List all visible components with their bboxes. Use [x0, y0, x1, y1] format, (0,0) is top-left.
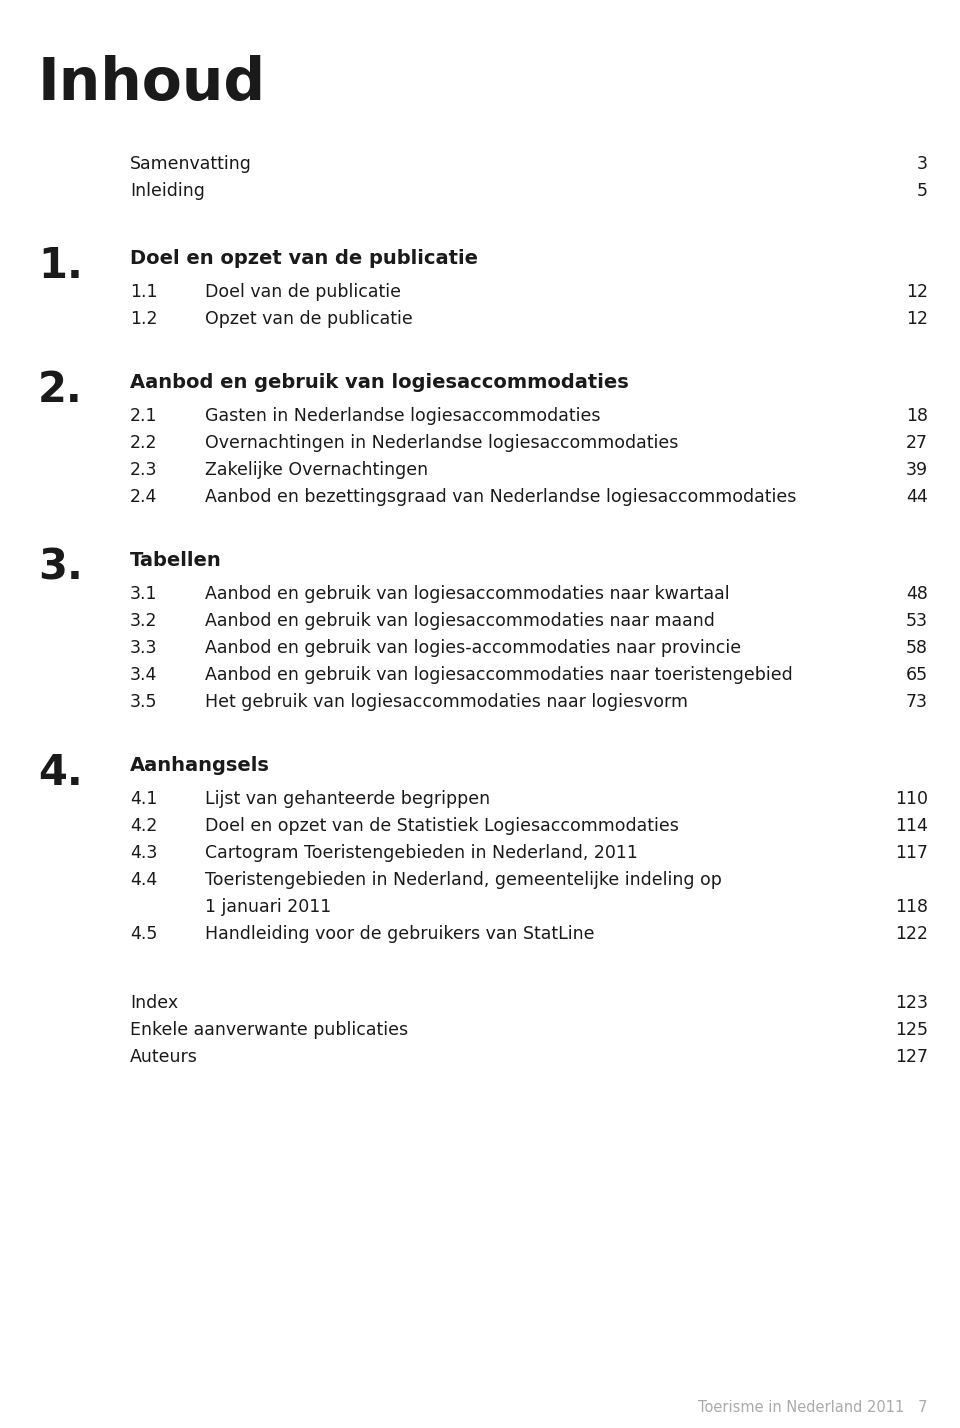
- Text: Tabellen: Tabellen: [130, 551, 222, 570]
- Text: Aanbod en gebruik van logiesaccommodaties naar toeristengebied: Aanbod en gebruik van logiesaccommodatie…: [205, 665, 793, 684]
- Text: Aanbod en gebruik van logiesaccommodaties: Aanbod en gebruik van logiesaccommodatie…: [130, 373, 629, 393]
- Text: 127: 127: [895, 1048, 928, 1065]
- Text: 4.1: 4.1: [130, 790, 157, 808]
- Text: 27: 27: [906, 434, 928, 453]
- Text: Aanbod en gebruik van logies-accommodaties naar provincie: Aanbod en gebruik van logies-accommodati…: [205, 638, 741, 657]
- Text: 3.1: 3.1: [130, 585, 157, 603]
- Text: Aanbod en bezettingsgraad van Nederlandse logiesaccommodaties: Aanbod en bezettingsgraad van Nederlands…: [205, 488, 797, 506]
- Text: 73: 73: [906, 693, 928, 711]
- Text: 12: 12: [906, 310, 928, 328]
- Text: Aanhangsels: Aanhangsels: [130, 755, 270, 775]
- Text: 4.5: 4.5: [130, 925, 157, 942]
- Text: Samenvatting: Samenvatting: [130, 156, 252, 173]
- Text: Aanbod en gebruik van logiesaccommodaties naar kwartaal: Aanbod en gebruik van logiesaccommodatie…: [205, 585, 730, 603]
- Text: Doel en opzet van de publicatie: Doel en opzet van de publicatie: [130, 248, 478, 268]
- Text: 3.2: 3.2: [130, 613, 157, 630]
- Text: 2.2: 2.2: [130, 434, 157, 453]
- Text: 2.: 2.: [38, 368, 83, 411]
- Text: 44: 44: [906, 488, 928, 506]
- Text: 4.4: 4.4: [130, 871, 157, 890]
- Text: 123: 123: [895, 994, 928, 1012]
- Text: Gasten in Nederlandse logiesaccommodaties: Gasten in Nederlandse logiesaccommodatie…: [205, 407, 601, 426]
- Text: 125: 125: [895, 1021, 928, 1040]
- Text: Doel van de publicatie: Doel van de publicatie: [205, 283, 401, 301]
- Text: 117: 117: [895, 844, 928, 863]
- Text: Overnachtingen in Nederlandse logiesaccommodaties: Overnachtingen in Nederlandse logiesacco…: [205, 434, 679, 453]
- Text: 18: 18: [906, 407, 928, 426]
- Text: 2.3: 2.3: [130, 461, 157, 478]
- Text: 53: 53: [906, 613, 928, 630]
- Text: 114: 114: [895, 817, 928, 835]
- Text: Toeristengebieden in Nederland, gemeentelijke indeling op: Toeristengebieden in Nederland, gemeente…: [205, 871, 722, 890]
- Text: 4.3: 4.3: [130, 844, 157, 863]
- Text: 118: 118: [895, 898, 928, 915]
- Text: 2.4: 2.4: [130, 488, 157, 506]
- Text: 3: 3: [917, 156, 928, 173]
- Text: 12: 12: [906, 283, 928, 301]
- Text: 1.1: 1.1: [130, 283, 157, 301]
- Text: 3.3: 3.3: [130, 638, 157, 657]
- Text: 122: 122: [895, 925, 928, 942]
- Text: Auteurs: Auteurs: [130, 1048, 198, 1065]
- Text: 1.: 1.: [38, 246, 83, 287]
- Text: Lijst van gehanteerde begrippen: Lijst van gehanteerde begrippen: [205, 790, 491, 808]
- Text: 2.1: 2.1: [130, 407, 157, 426]
- Text: 4.: 4.: [38, 753, 83, 794]
- Text: Opzet van de publicatie: Opzet van de publicatie: [205, 310, 413, 328]
- Text: 110: 110: [895, 790, 928, 808]
- Text: 5: 5: [917, 181, 928, 200]
- Text: Het gebruik van logiesaccommodaties naar logiesvorm: Het gebruik van logiesaccommodaties naar…: [205, 693, 688, 711]
- Text: 3.5: 3.5: [130, 693, 157, 711]
- Text: Doel en opzet van de Statistiek Logiesaccommodaties: Doel en opzet van de Statistiek Logiesac…: [205, 817, 679, 835]
- Text: 65: 65: [906, 665, 928, 684]
- Text: 3.: 3.: [38, 547, 83, 588]
- Text: 58: 58: [906, 638, 928, 657]
- Text: Index: Index: [130, 994, 179, 1012]
- Text: Cartogram Toeristengebieden in Nederland, 2011: Cartogram Toeristengebieden in Nederland…: [205, 844, 637, 863]
- Text: 48: 48: [906, 585, 928, 603]
- Text: Zakelijke Overnachtingen: Zakelijke Overnachtingen: [205, 461, 428, 478]
- Text: Handleiding voor de gebruikers van StatLine: Handleiding voor de gebruikers van StatL…: [205, 925, 594, 942]
- Text: Toerisme in Nederland 2011   7: Toerisme in Nederland 2011 7: [699, 1399, 928, 1415]
- Text: 3.4: 3.4: [130, 665, 157, 684]
- Text: Inhoud: Inhoud: [38, 56, 266, 111]
- Text: 1.2: 1.2: [130, 310, 157, 328]
- Text: 4.2: 4.2: [130, 817, 157, 835]
- Text: Aanbod en gebruik van logiesaccommodaties naar maand: Aanbod en gebruik van logiesaccommodatie…: [205, 613, 715, 630]
- Text: 1 januari 2011: 1 januari 2011: [205, 898, 331, 915]
- Text: Inleiding: Inleiding: [130, 181, 204, 200]
- Text: Enkele aanverwante publicaties: Enkele aanverwante publicaties: [130, 1021, 408, 1040]
- Text: 39: 39: [906, 461, 928, 478]
